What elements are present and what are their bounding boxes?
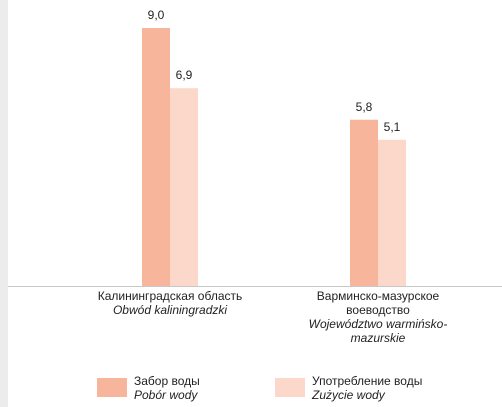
side-strip	[0, 0, 8, 407]
bar	[170, 88, 198, 286]
value-label: 5,1	[383, 119, 401, 134]
value-label: 6,9	[175, 68, 193, 83]
bar	[142, 28, 170, 286]
legend-label: Употребление воды	[312, 374, 423, 388]
x-tick-label: Варминско-мазурское воеводство	[316, 289, 440, 317]
value-label: 9,0	[147, 8, 165, 22]
x-tick-label-secondary: Obwód kaliningradzki	[112, 303, 228, 317]
legend-swatch	[275, 378, 305, 397]
bar	[378, 139, 406, 286]
x-tick-label: Калининградская область	[97, 289, 243, 303]
value-label: 5,8	[355, 99, 373, 114]
legend-label-secondary: Pobór wody	[134, 388, 198, 402]
legend-swatch	[97, 378, 127, 397]
legend-label-secondary: Zużycie wody	[312, 388, 385, 402]
bar	[350, 119, 378, 286]
x-tick-label-secondary: Województwo warmińsko-mazurskie	[308, 317, 448, 345]
legend-label: Забор воды	[134, 374, 200, 388]
